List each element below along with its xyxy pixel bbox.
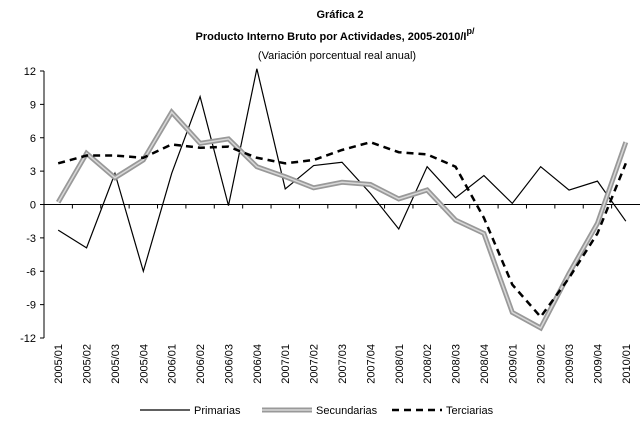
y-tick-label: 12 [24, 66, 36, 78]
y-tick-label: -6 [26, 266, 36, 278]
x-tick-label: 2008/01 [394, 344, 406, 384]
x-tick-label: 2008/04 [479, 344, 491, 384]
x-tick-label: 2007/01 [280, 344, 292, 384]
y-tick-label: 3 [30, 166, 36, 178]
y-tick-label: 9 [30, 99, 36, 111]
line-inner [57, 110, 627, 330]
x-tick-label: 2008/02 [422, 344, 434, 384]
x-tick-label: 2007/03 [337, 344, 349, 384]
x-tick-label: 2007/02 [309, 344, 321, 384]
line [57, 140, 627, 319]
x-tick-label: 2006/01 [167, 344, 179, 384]
y-tick-label: -9 [26, 300, 36, 312]
legend-label: Primarias [194, 405, 241, 417]
subtitle-superscript: p/ [467, 26, 475, 36]
x-tick-label: 2006/03 [223, 344, 235, 384]
x-tick-label: 2005/04 [138, 344, 150, 384]
x-tick-label: 2010/01 [621, 344, 633, 384]
line [57, 68, 627, 274]
x-tick-label: 2009/04 [592, 344, 604, 384]
y-tick-label: 0 [30, 200, 36, 212]
x-tick-label: 2005/01 [53, 344, 65, 384]
x-tick-label: 2009/02 [536, 344, 548, 384]
x-tick-label: 2008/03 [451, 344, 463, 384]
y-tick-label: -3 [26, 233, 36, 245]
x-tick-label: 2009/01 [507, 344, 519, 384]
legend-label: Secundarias [316, 405, 378, 417]
y-tick-label: 6 [30, 133, 36, 145]
x-tick-label: 2007/04 [365, 344, 377, 384]
legend-label: Terciarias [446, 405, 494, 417]
x-tick-label: 2009/03 [564, 344, 576, 384]
x-tick-label: 2006/04 [252, 344, 264, 384]
x-tick-label: 2005/02 [82, 344, 94, 384]
chart-title: Gráfica 2 [316, 9, 363, 21]
line [56, 107, 629, 332]
chart-note: (Variación porcentual real anual) [258, 50, 416, 62]
chart-subtitle: Producto Interno Bruto por Actividades, … [196, 26, 475, 43]
x-tick-label: 2006/02 [195, 344, 207, 384]
x-tick-label: 2005/03 [110, 344, 122, 384]
y-tick-label: -12 [20, 333, 36, 345]
subtitle-text: Producto Interno Bruto por Actividades, … [196, 31, 467, 43]
